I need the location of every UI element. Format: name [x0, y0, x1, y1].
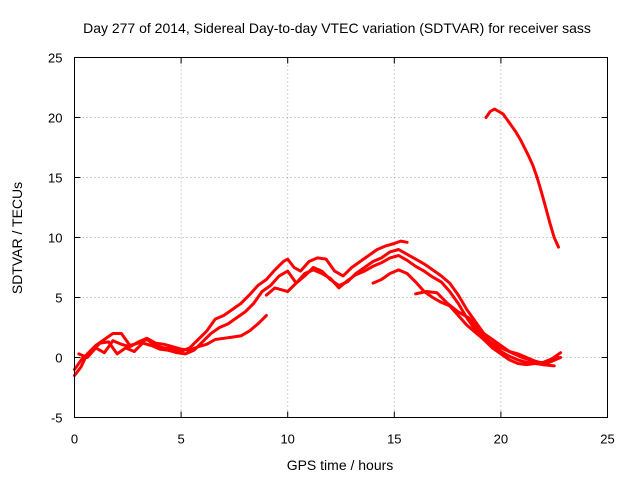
y-tick-label: 10	[48, 231, 62, 246]
y-axis-ticks: -5 0 5 10 15 20 25	[48, 51, 608, 426]
x-tick-label: 15	[387, 432, 401, 447]
y-tick-label: -5	[51, 411, 63, 426]
data-series	[73, 107, 563, 377]
x-axis-label: GPS time / hours	[287, 457, 394, 473]
x-tick-label: 20	[494, 432, 508, 447]
grid	[74, 57, 608, 418]
series-line-track-2	[73, 248, 560, 371]
x-tick-label: 5	[177, 432, 184, 447]
chart-title: Day 277 of 2014, Sidereal Day-to-day VTE…	[83, 20, 591, 36]
y-tick-label: 25	[48, 51, 62, 66]
series-line-track-7	[484, 107, 560, 249]
x-tick-label: 25	[600, 432, 614, 447]
y-tick-label: 0	[55, 351, 62, 366]
series-line-track-3	[77, 314, 268, 359]
x-tick-label: 10	[280, 432, 294, 447]
series-line-track-1	[73, 239, 409, 377]
x-tick-label: 0	[71, 432, 78, 447]
x-axis-ticks: 0 5 10 15 20 25	[71, 57, 615, 447]
series-line-track-4	[264, 254, 563, 367]
series-line-track-5	[371, 268, 563, 367]
y-tick-label: 15	[48, 171, 62, 186]
series-line-track-6	[414, 290, 556, 368]
y-axis-label: SDTVAR / TECUs	[9, 182, 25, 294]
y-tick-label: 20	[48, 111, 62, 126]
y-tick-label: 5	[55, 291, 62, 306]
plot-frame	[74, 57, 608, 418]
